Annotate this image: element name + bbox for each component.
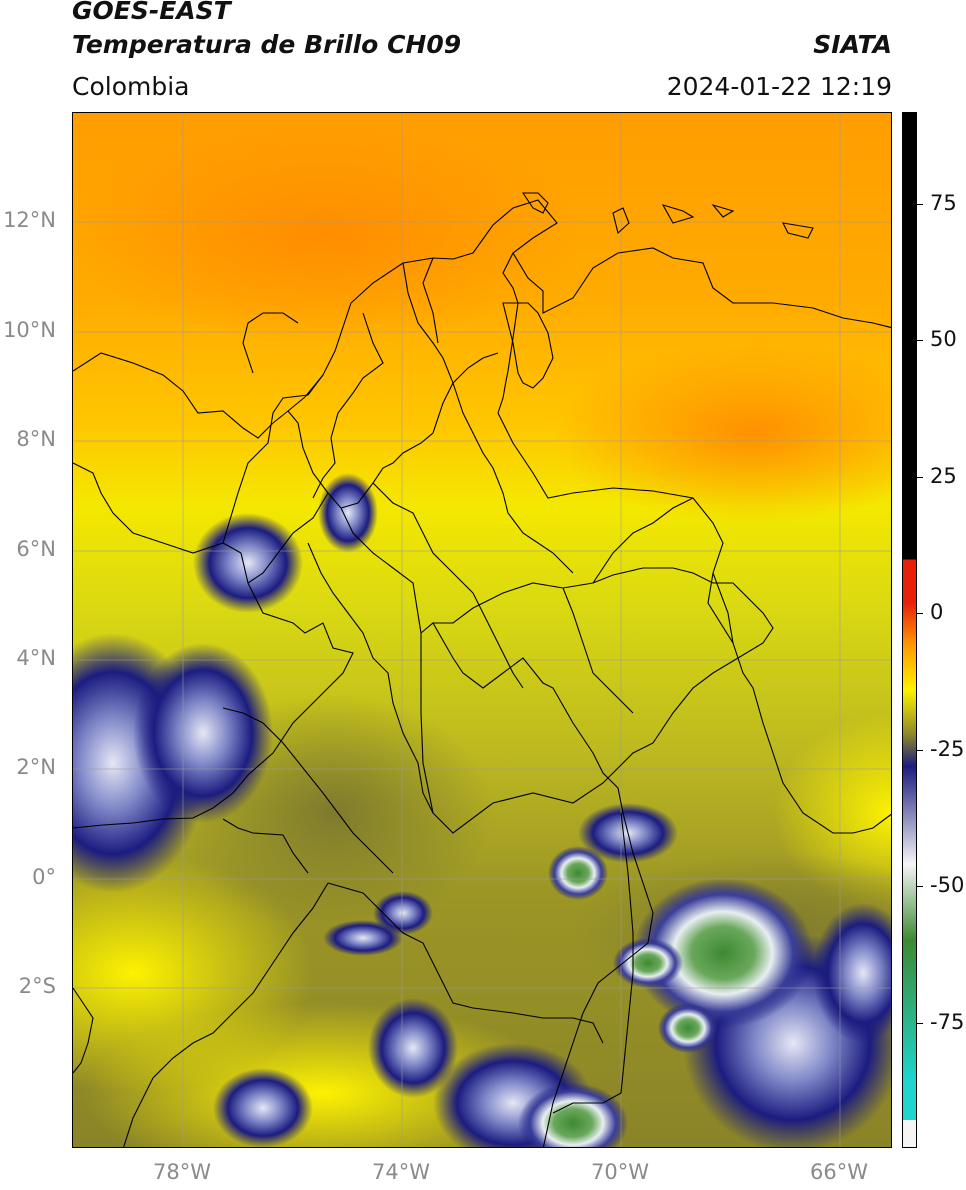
lon-label: 66°W <box>810 1160 868 1184</box>
lon-label: 78°W <box>153 1160 211 1184</box>
colorbar-label: 25 <box>930 464 957 488</box>
colorbar-tick <box>917 750 923 751</box>
satellite-title: GOES-EAST <box>72 0 231 25</box>
colorbar-tick <box>917 204 923 205</box>
lat-label: 12°N <box>3 208 56 232</box>
colorbar-label: -75 <box>930 1010 965 1034</box>
deep-convection <box>548 846 608 900</box>
lat-label: 4°N <box>16 646 56 670</box>
lat-label: 2°S <box>18 974 56 998</box>
colorbar-tick <box>917 340 923 341</box>
cloud-cluster <box>368 998 458 1098</box>
map-canvas <box>73 113 891 1147</box>
cloud-cluster <box>193 513 303 613</box>
lon-label: 70°W <box>591 1160 649 1184</box>
lat-label: 8°N <box>16 427 56 451</box>
organization-label: SIATA <box>813 30 892 59</box>
region-label: Colombia <box>72 72 190 101</box>
cloud-cluster <box>318 473 378 553</box>
deep-convection <box>518 1083 628 1147</box>
colorbar-label: 0 <box>930 600 944 624</box>
satellite-map[interactable] <box>72 112 892 1148</box>
graticule <box>73 113 891 1147</box>
warm-region <box>73 123 583 343</box>
colorbar-label: -50 <box>930 873 965 897</box>
product-title: Temperatura de Brillo CH09 <box>72 30 462 59</box>
lat-label: 6°N <box>16 537 56 561</box>
colorbar-label: 50 <box>930 327 957 351</box>
colorbar-label: 75 <box>930 191 957 215</box>
colorbar-label: -25 <box>930 737 965 761</box>
deep-convection <box>633 878 813 1028</box>
lat-label: 0° <box>32 865 56 889</box>
datetime-label: 2024-01-22 12:19 <box>666 72 892 101</box>
colorbar-tick <box>917 886 923 887</box>
borders <box>73 192 891 1147</box>
warm-region <box>553 343 891 523</box>
colorbar <box>902 112 917 1148</box>
cloud-cluster <box>323 920 403 956</box>
deep-convection <box>658 1003 718 1053</box>
lat-label: 10°N <box>3 318 56 342</box>
colorbar-tick <box>917 613 923 614</box>
cloud-cluster <box>133 643 273 823</box>
colorbar-tick <box>917 1023 923 1024</box>
deep-convection <box>613 938 683 988</box>
cloud-cluster <box>213 1068 313 1147</box>
cloud-cluster <box>813 903 891 1043</box>
lat-label: 2°N <box>16 755 56 779</box>
colorbar-tick <box>917 477 923 478</box>
lon-label: 74°W <box>372 1160 430 1184</box>
